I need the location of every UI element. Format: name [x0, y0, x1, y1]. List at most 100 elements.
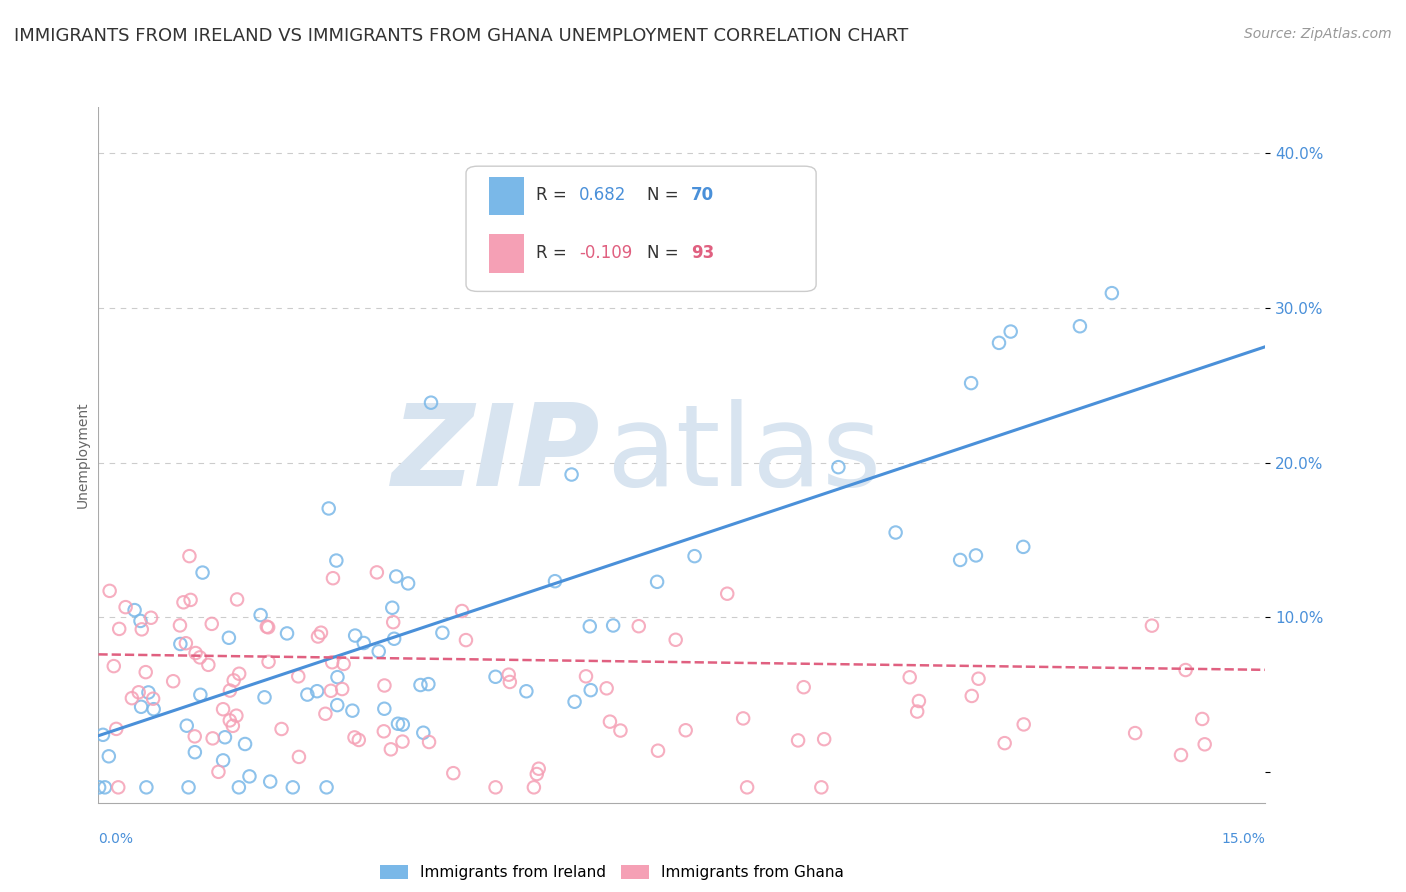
Point	[380, 742, 402, 756]
Point	[1174, 663, 1197, 677]
Point	[526, 767, 548, 781]
Point	[343, 731, 366, 745]
Point	[366, 566, 388, 580]
Point	[484, 670, 506, 684]
Point	[1101, 286, 1123, 301]
Point	[787, 733, 810, 747]
FancyBboxPatch shape	[465, 166, 815, 292]
Point	[385, 569, 408, 583]
Point	[287, 669, 309, 683]
Point	[330, 681, 353, 696]
Point	[1140, 618, 1163, 632]
Point	[162, 674, 184, 689]
Text: 0.682: 0.682	[579, 186, 627, 204]
Point	[665, 632, 688, 647]
Point	[129, 614, 152, 628]
Text: IMMIGRANTS FROM IRELAND VS IMMIGRANTS FROM GHANA UNEMPLOYMENT CORRELATION CHART: IMMIGRANTS FROM IRELAND VS IMMIGRANTS FR…	[14, 27, 908, 45]
Point	[1123, 726, 1146, 740]
Text: atlas: atlas	[606, 400, 882, 510]
Text: 15.0%: 15.0%	[1222, 832, 1265, 846]
Point	[498, 667, 520, 681]
Text: Source: ZipAtlas.com: Source: ZipAtlas.com	[1244, 27, 1392, 41]
Point	[1069, 319, 1091, 334]
Text: N =: N =	[647, 186, 683, 204]
Point	[94, 780, 117, 795]
Point	[318, 501, 340, 516]
Point	[898, 670, 921, 684]
Point	[960, 689, 983, 703]
Point	[207, 764, 229, 779]
Point	[214, 731, 236, 745]
Point	[256, 620, 278, 634]
Point	[523, 780, 546, 795]
Point	[105, 722, 128, 736]
Point	[176, 719, 198, 733]
Point	[418, 735, 440, 749]
Point	[135, 665, 157, 680]
Point	[226, 592, 249, 607]
Point	[172, 595, 194, 609]
Text: ZIP: ZIP	[392, 400, 600, 510]
Point	[647, 744, 669, 758]
Point	[270, 722, 292, 736]
Point	[344, 629, 367, 643]
Point	[988, 335, 1011, 350]
Point	[908, 694, 931, 708]
Point	[420, 395, 443, 409]
Point	[190, 688, 212, 702]
Point	[645, 574, 668, 589]
Point	[225, 708, 247, 723]
Point	[89, 780, 111, 795]
Text: N =: N =	[647, 244, 683, 262]
Point	[454, 633, 477, 648]
Point	[183, 730, 205, 744]
Point	[564, 695, 586, 709]
Point	[602, 618, 624, 632]
Point	[627, 619, 650, 633]
Point	[233, 737, 256, 751]
Point	[257, 620, 280, 634]
Point	[716, 587, 738, 601]
Point	[325, 553, 347, 567]
Point	[297, 688, 319, 702]
Point	[499, 675, 522, 690]
Point	[1191, 712, 1213, 726]
Point	[960, 376, 983, 390]
Point	[238, 769, 260, 783]
Point	[169, 618, 191, 632]
Point	[1194, 737, 1216, 751]
Text: 0.0%: 0.0%	[98, 832, 134, 846]
Point	[544, 574, 567, 589]
Point	[884, 525, 907, 540]
Point	[578, 619, 600, 633]
Point	[347, 733, 370, 747]
Point	[212, 753, 235, 767]
Point	[382, 632, 405, 646]
Point	[382, 615, 405, 630]
Point	[128, 685, 150, 699]
Point	[142, 702, 165, 716]
Point	[174, 636, 197, 650]
Point	[218, 631, 240, 645]
Legend: Immigrants from Ireland, Immigrants from Ghana: Immigrants from Ireland, Immigrants from…	[374, 859, 849, 887]
Point	[219, 683, 242, 698]
Point	[121, 691, 143, 706]
Point	[108, 622, 131, 636]
Point	[307, 630, 329, 644]
Point	[253, 690, 276, 705]
Point	[201, 616, 224, 631]
Point	[142, 691, 165, 706]
Point	[373, 724, 395, 739]
Point	[967, 672, 990, 686]
Point	[451, 604, 474, 618]
Point	[131, 623, 153, 637]
Point	[905, 705, 928, 719]
Point	[391, 734, 413, 748]
Point	[1000, 325, 1022, 339]
Point	[124, 603, 146, 617]
Point	[228, 666, 250, 681]
Point	[212, 702, 235, 716]
Point	[735, 780, 758, 795]
Point	[1012, 540, 1035, 554]
Point	[441, 766, 464, 780]
